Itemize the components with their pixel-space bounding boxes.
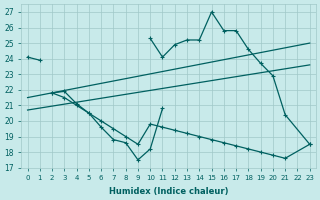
X-axis label: Humidex (Indice chaleur): Humidex (Indice chaleur) bbox=[109, 187, 228, 196]
